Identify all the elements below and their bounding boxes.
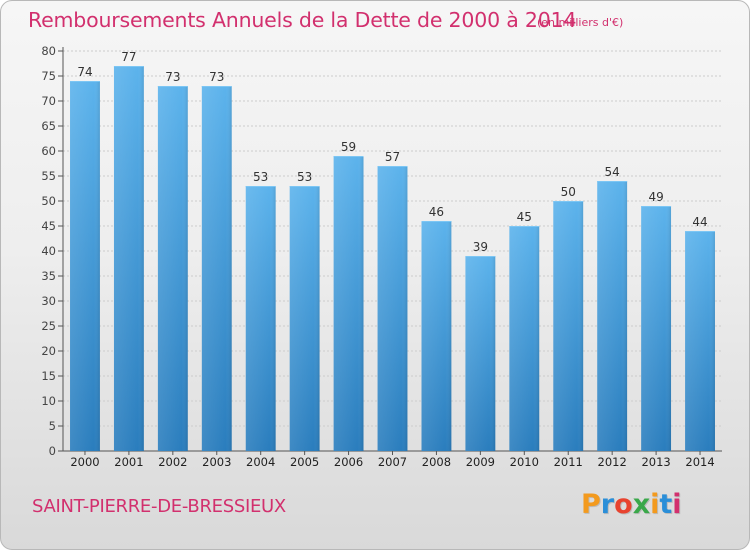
y-tick-label: 30 <box>41 294 56 308</box>
bar-shading <box>113 66 144 451</box>
bar-shading <box>597 181 628 451</box>
axes: 0 5 10 15 20 25 30 35 40 45 50 55 60 65 70 75 80 2000 2001… <box>41 44 722 469</box>
logo-letter: x <box>632 489 651 520</box>
logo-letter: i <box>650 489 660 520</box>
logo-letter: o <box>614 489 633 520</box>
data-label: 39 <box>473 240 488 254</box>
y-tick-label: 75 <box>41 69 56 83</box>
y-tick-label: 80 <box>41 44 56 58</box>
data-label: 59 <box>341 140 356 154</box>
data-label: 57 <box>385 150 400 164</box>
logo-letter: P <box>581 489 601 520</box>
bar-shading <box>509 226 540 451</box>
x-tick-label: 2007 <box>378 455 407 469</box>
x-tick-label: 2001 <box>114 455 143 469</box>
x-tick-label: 2012 <box>598 455 627 469</box>
bars <box>70 66 715 451</box>
x-tick-label: 2010 <box>510 455 539 469</box>
bar-shading <box>245 186 276 451</box>
bar-shading <box>641 206 672 451</box>
x-tick-label: 2008 <box>422 455 451 469</box>
y-tick-label: 40 <box>41 244 56 258</box>
bar-shading <box>685 231 715 451</box>
data-label: 74 <box>77 65 92 79</box>
data-label: 44 <box>692 215 707 229</box>
data-label: 73 <box>165 70 180 84</box>
y-tick-label: 70 <box>41 94 56 108</box>
bar-shading <box>289 186 320 451</box>
logo-letter: r <box>600 489 615 520</box>
logo-letter: t <box>659 489 673 520</box>
data-label: 54 <box>605 165 620 179</box>
y-tick-label: 0 <box>49 444 56 458</box>
logo-letter: i <box>672 489 682 520</box>
y-tick-label: 5 <box>49 419 56 433</box>
data-label: 53 <box>297 170 312 184</box>
bar-shading <box>465 256 496 451</box>
data-label: 77 <box>121 50 136 64</box>
y-tick-label: 10 <box>41 394 56 408</box>
x-tick-label: 2014 <box>685 455 714 469</box>
y-tick-label: 25 <box>41 319 56 333</box>
chart-subtitle: (en milliers d'€) <box>537 16 624 29</box>
commune-name: SAINT-PIERRE-DE-BRESSIEUX <box>32 496 286 517</box>
proxiti-logo: Proxiti <box>581 489 682 520</box>
x-tick-label: 2006 <box>334 455 363 469</box>
x-tick-label: 2004 <box>246 455 275 469</box>
x-tick-label: 2002 <box>158 455 187 469</box>
bar-shading <box>333 156 364 451</box>
x-tick-label: 2000 <box>70 455 99 469</box>
bar-shading <box>70 81 100 451</box>
data-label: 45 <box>517 210 532 224</box>
data-labels: 74 77 73 73 53 53 59 57 46 39 45 50 54 49 44 <box>77 50 707 254</box>
data-label: 73 <box>209 70 224 84</box>
x-tick-label: 2013 <box>641 455 670 469</box>
bar-shading <box>377 166 408 451</box>
bar-shading <box>553 201 584 451</box>
data-label: 46 <box>429 205 444 219</box>
y-tick-label: 35 <box>41 269 56 283</box>
bar-shading <box>157 86 188 451</box>
y-tick-label: 60 <box>41 144 56 158</box>
data-label: 49 <box>648 190 663 204</box>
data-label: 50 <box>561 185 576 199</box>
data-label: 53 <box>253 170 268 184</box>
y-tick-label: 50 <box>41 194 56 208</box>
y-tick-label: 15 <box>41 369 56 383</box>
y-tick-label: 55 <box>41 169 56 183</box>
chart-title: Remboursements Annuels de la Dette de 20… <box>28 8 577 32</box>
x-tick-label: 2003 <box>202 455 231 469</box>
y-tick-label: 65 <box>41 119 56 133</box>
x-tick-label: 2009 <box>466 455 495 469</box>
bar-shading <box>421 221 452 451</box>
y-tick-label: 45 <box>41 219 56 233</box>
x-tick-label: 2011 <box>554 455 583 469</box>
y-tick-label: 20 <box>41 344 56 358</box>
x-tick-label: 2005 <box>290 455 319 469</box>
bar-shading <box>201 86 232 451</box>
